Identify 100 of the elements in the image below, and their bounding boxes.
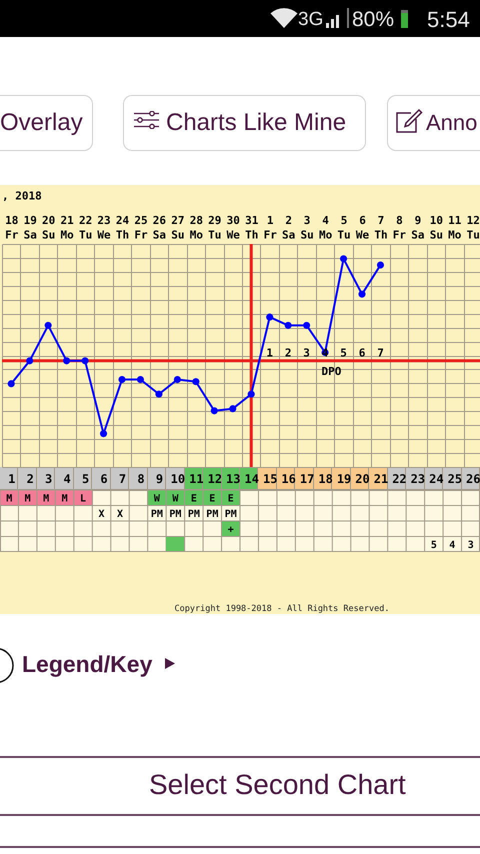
point (26, 357, 34, 364)
text: + (228, 524, 234, 536)
x-tick-label: 9 (156, 472, 164, 486)
text: Legend/Key (22, 651, 152, 677)
chart-title: , 2018 (2, 190, 42, 203)
text: X (98, 508, 105, 520)
text: PM (150, 508, 163, 520)
annotation: 6 (358, 346, 366, 360)
text: Overlay (0, 109, 83, 136)
point (284, 322, 292, 329)
text: PM (188, 508, 200, 520)
text: PM (169, 508, 182, 520)
x-tick-label: 20 (355, 472, 370, 486)
x-tick-label: 8 (137, 472, 145, 486)
x-tick-label: 17 (300, 472, 314, 486)
x2-tick-label: 1 Fr (264, 214, 278, 242)
x2-tick-label: 3 Su (300, 214, 314, 242)
point (192, 378, 200, 386)
x2-tick-label: 21 Mo (60, 214, 74, 242)
point (8, 380, 15, 388)
point (248, 390, 255, 398)
x2-tick-label: 22 Tu (78, 214, 92, 242)
x-tick-label: 24 (429, 472, 444, 486)
point (266, 314, 274, 321)
annotation: 7 (377, 346, 384, 360)
point (229, 405, 236, 412)
annotation: 5 (340, 346, 347, 360)
x2-tick-label: 27 Su (171, 214, 185, 242)
point (44, 322, 52, 329)
text: W (154, 493, 160, 504)
text: 5 (430, 540, 437, 551)
text: M (62, 493, 68, 504)
x-tick-label: 7 (118, 472, 126, 486)
text: L (80, 493, 86, 504)
x2-tick-label: 9 Sa (411, 214, 425, 242)
x-tick-label: 22 (392, 472, 407, 486)
point (358, 290, 366, 298)
x2-tick-label: 10 Su (430, 214, 443, 242)
point (82, 357, 89, 364)
x2-tick-label: 31 Th (245, 214, 259, 242)
x2-tick-label: 26 Sa (152, 214, 166, 242)
point (340, 255, 348, 262)
x-tick-label: 21 (374, 472, 388, 486)
x2-tick-label: 28 Mo (190, 214, 204, 242)
x2-tick-label: 2 Sa (282, 214, 296, 242)
x-tick-label: 5 (82, 472, 90, 486)
text: PM (206, 508, 218, 520)
annotation: 2 (284, 346, 292, 360)
x2-tick-label: 8 Fr (392, 214, 406, 242)
text: X (116, 508, 124, 520)
text: 3 (468, 540, 474, 551)
text: E (228, 493, 234, 504)
x-tick-label: 16 (281, 472, 296, 486)
x-tick-label: 13 (226, 472, 240, 486)
text: 3G (298, 9, 324, 30)
annotation: DPO (321, 365, 342, 378)
x-tick-label: 25 (448, 472, 462, 486)
point (303, 322, 310, 329)
text: Select Second Chart (149, 769, 406, 800)
x-tick-label: 23 (410, 472, 426, 486)
text: PM (224, 508, 237, 520)
x2-tick-label: 23 We (97, 214, 112, 242)
text: 4 (449, 540, 456, 551)
text: E (209, 493, 216, 504)
x2-tick-label: 7 Th (374, 214, 388, 242)
x2-tick-label: 19 Sa (24, 214, 37, 242)
text: Anno (426, 110, 478, 135)
annotation: 1 (266, 346, 274, 360)
annotation: 3 (303, 346, 310, 360)
x2-tick-label: 20 Su (42, 214, 56, 242)
x-tick-label: 4 (64, 472, 71, 486)
point (118, 376, 126, 384)
x2-tick-label: 12 Tu (466, 214, 480, 242)
x2-tick-label: 30 We (226, 214, 240, 242)
text: 5:54 (427, 7, 470, 32)
x2-tick-label: 29 Tu (208, 214, 222, 242)
point (63, 357, 70, 364)
x-tick-label: 18 (318, 472, 333, 486)
x-tick-label: 3 (45, 472, 52, 486)
x-tick-label: 12 (208, 472, 222, 486)
text: M (24, 493, 31, 504)
point (100, 430, 108, 438)
x-tick-label: 26 (466, 472, 480, 486)
point (174, 376, 181, 384)
x2-tick-label: 5 Tu (337, 214, 351, 242)
text: W (172, 493, 178, 504)
x-tick-label: 1 (8, 472, 16, 486)
text: E (190, 493, 197, 504)
x-tick-label: 10 (170, 472, 186, 486)
annotation: 4 (322, 346, 329, 360)
x2-tick-label: 11 Mo (448, 214, 462, 242)
x2-tick-label: 6 We (356, 214, 370, 242)
text: 80% (352, 8, 394, 31)
text: M (6, 493, 12, 504)
x-tick-label: 19 (336, 472, 352, 486)
x2-tick-label: 25 Fr (134, 214, 148, 242)
x2-tick-label: 4 Mo (318, 214, 333, 242)
text: Charts Like Mine (166, 109, 346, 136)
point (376, 262, 384, 269)
point (155, 390, 162, 398)
